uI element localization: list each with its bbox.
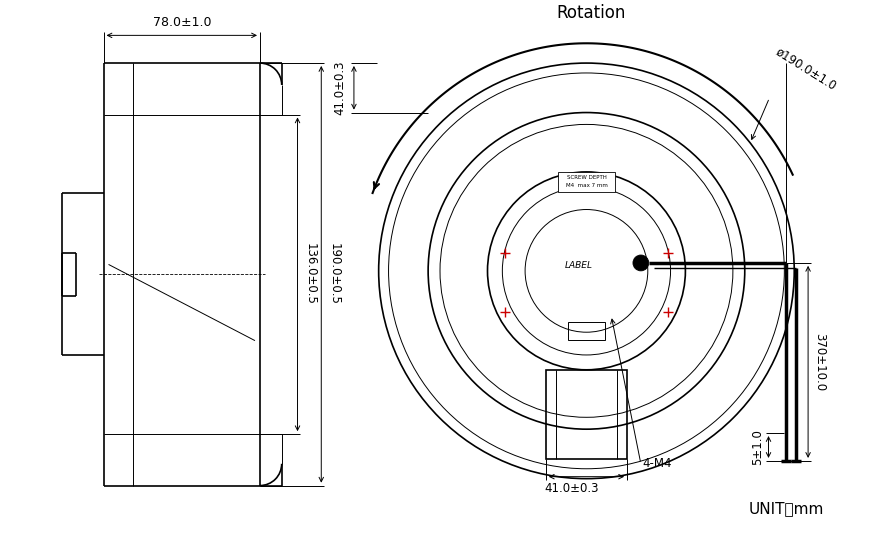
Bar <box>567 322 605 340</box>
Text: LABEL: LABEL <box>565 261 593 271</box>
Text: 78.0±1.0: 78.0±1.0 <box>152 16 211 29</box>
Text: ø190.0±1.0: ø190.0±1.0 <box>774 45 839 93</box>
Text: Rotation: Rotation <box>557 4 626 22</box>
Text: SCREW DEPTH: SCREW DEPTH <box>566 176 606 180</box>
Text: 4-M4: 4-M4 <box>643 457 672 470</box>
Text: 190.0±0.5: 190.0±0.5 <box>327 244 340 305</box>
Text: UNIT：mm: UNIT：mm <box>749 501 824 516</box>
Circle shape <box>633 255 648 271</box>
Bar <box>558 172 615 192</box>
Text: 41.0±0.3: 41.0±0.3 <box>333 60 346 115</box>
Bar <box>546 370 627 459</box>
Text: M4  max 7 mm: M4 max 7 mm <box>566 183 607 188</box>
Text: 41.0±0.3: 41.0±0.3 <box>544 482 599 495</box>
Text: 5±1.0: 5±1.0 <box>751 429 765 465</box>
Text: 370±10.0: 370±10.0 <box>813 333 826 391</box>
Text: 136.0±0.5: 136.0±0.5 <box>303 244 316 305</box>
